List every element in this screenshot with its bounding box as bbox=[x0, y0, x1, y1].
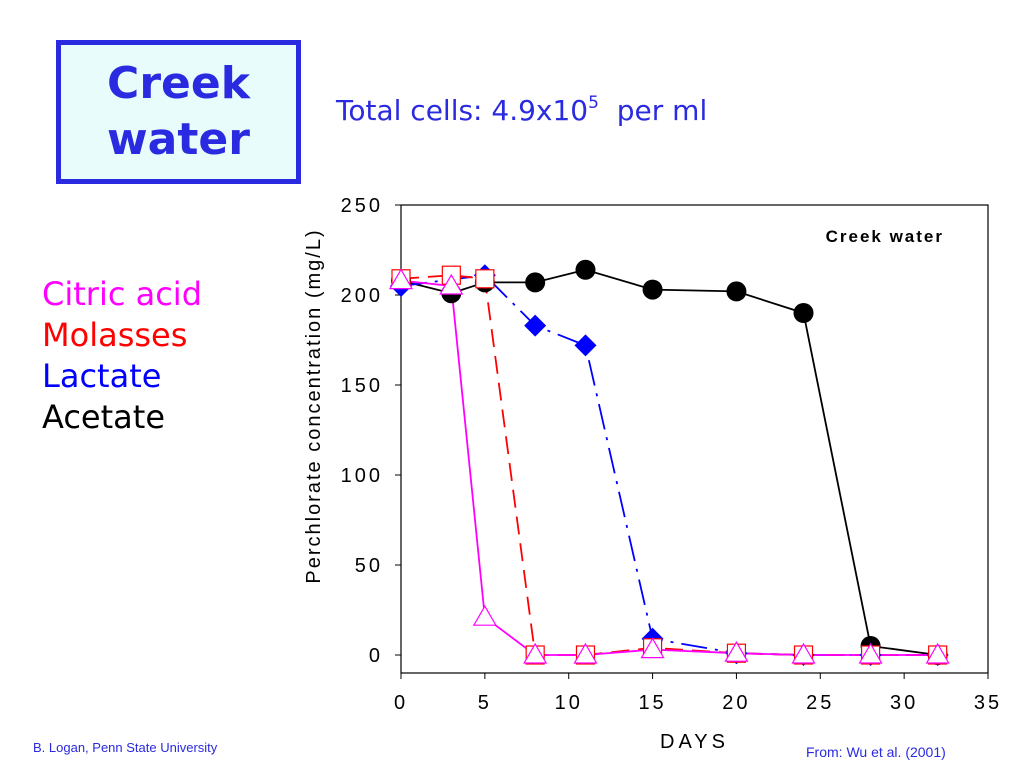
marker-citric-acid bbox=[439, 273, 464, 295]
y-tick-label: 0 bbox=[369, 645, 383, 667]
chart-title: Creek water bbox=[826, 227, 944, 246]
y-tick-label: 150 bbox=[341, 375, 383, 397]
subtitle-exponent: 5 bbox=[588, 93, 599, 113]
marker-citric-acid bbox=[573, 642, 598, 664]
substrate-legend: Citric acid Molasses Lactate Acetate bbox=[42, 274, 202, 438]
x-tick-label: 30 bbox=[890, 692, 918, 714]
slide-subtitle: Total cells: 4.9x105 per ml bbox=[336, 93, 707, 127]
x-tick-label: 20 bbox=[722, 692, 750, 714]
marker-citric-acid bbox=[724, 641, 749, 662]
subtitle-main: Total cells: 4.9x10 bbox=[336, 94, 589, 127]
marker-citric-acid bbox=[925, 642, 950, 664]
y-axis-label: Perchlorate concentration (mg/L) bbox=[303, 228, 325, 583]
slide-title-box: Creek water bbox=[56, 40, 301, 184]
marker-acetate bbox=[642, 279, 663, 300]
series-line-acetate bbox=[400, 268, 938, 656]
series-line-citric-acid bbox=[400, 279, 938, 656]
marker-lactate bbox=[524, 314, 547, 337]
x-tick-label: 35 bbox=[974, 692, 1002, 714]
marker-citric-acid bbox=[791, 642, 816, 664]
marker-citric-acid bbox=[388, 268, 414, 290]
footer-source: From: Wu et al. (2001) bbox=[806, 744, 946, 760]
marker-molasses bbox=[475, 269, 495, 289]
marker-citric-acid bbox=[640, 637, 665, 659]
legend-item-acetate: Acetate bbox=[42, 398, 165, 436]
x-tick-label: 15 bbox=[638, 692, 666, 714]
subtitle-tail: per ml bbox=[598, 94, 708, 127]
footer-credit: B. Logan, Penn State University bbox=[33, 740, 218, 755]
marker-citric-acid bbox=[472, 605, 497, 626]
y-tick-label: 100 bbox=[341, 465, 383, 487]
y-tick-label: 50 bbox=[355, 555, 383, 577]
marker-acetate bbox=[793, 303, 814, 323]
y-tick-label: 200 bbox=[341, 285, 383, 307]
x-tick-label: 10 bbox=[555, 692, 583, 714]
marker-acetate bbox=[726, 281, 747, 302]
marker-acetate bbox=[525, 272, 546, 293]
series-line-molasses bbox=[400, 274, 938, 656]
x-tick-label: 0 bbox=[394, 692, 408, 714]
plot-frame bbox=[400, 204, 989, 674]
marker-citric-acid bbox=[858, 642, 883, 664]
slide-title-line2: water bbox=[107, 114, 250, 165]
x-tick-label: 5 bbox=[478, 692, 492, 714]
legend-item-molasses: Molasses bbox=[42, 316, 188, 354]
series-line-lactate bbox=[400, 274, 938, 656]
x-axis-label: DAYS bbox=[660, 731, 729, 753]
x-tick-label: 25 bbox=[806, 692, 834, 714]
slide-title-line1: Creek bbox=[107, 58, 250, 109]
marker-acetate bbox=[575, 259, 596, 280]
y-tick-label: 250 bbox=[341, 195, 383, 217]
legend-item-lactate: Lactate bbox=[42, 357, 162, 395]
marker-lactate bbox=[574, 334, 597, 357]
marker-citric-acid bbox=[523, 642, 548, 664]
legend-item-citric-acid: Citric acid bbox=[42, 275, 202, 313]
